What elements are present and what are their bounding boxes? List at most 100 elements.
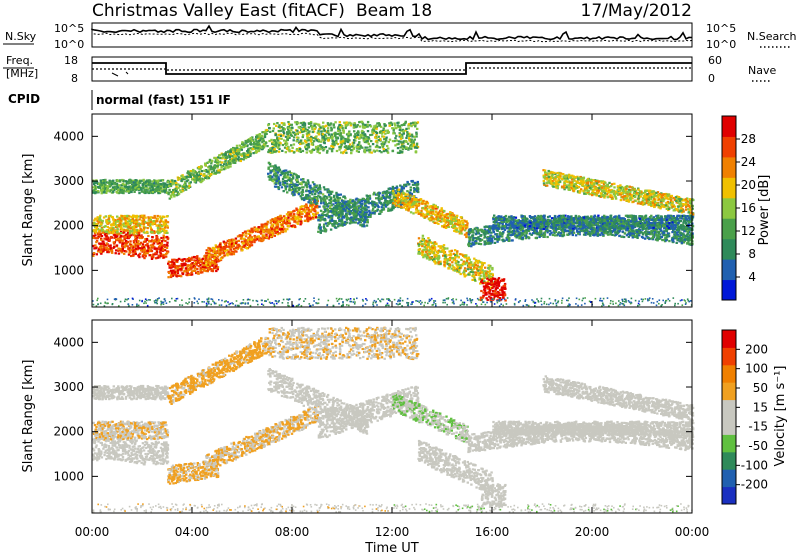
echo-cell [132,220,135,223]
echo-cell [304,197,308,200]
echo-cell [493,241,497,244]
echo-cell [343,200,347,203]
echo-cell [244,241,247,244]
echo-cell [189,175,193,178]
echo-cell [397,188,401,191]
echo-cell [207,169,211,172]
echo-cell [277,178,280,181]
echo-cell [299,195,302,198]
echo-cell [436,212,440,216]
echo-cell [133,224,136,227]
echo-cell [160,217,164,220]
echo-cell [137,232,141,235]
echo-cell [163,236,167,239]
echo-cell [177,266,180,269]
echo-cell [246,150,249,153]
echo-cell [142,225,145,228]
echo-cell [305,193,309,197]
echo-cell [126,214,129,217]
echo-cell [262,223,265,226]
echo-cell [93,229,96,232]
echo-cell [453,249,457,252]
echo-cell [110,182,113,185]
echo-cell [217,246,221,249]
echo-cell [213,253,217,256]
echo-cell [352,208,355,211]
echo-cell [116,186,120,189]
echo-cell [256,238,259,241]
echo-cell [409,195,412,198]
echo-cell [98,242,101,245]
echo-cell [110,224,113,227]
echo-cell [152,253,155,256]
echo-cell [132,222,135,225]
echo-cell [121,218,124,221]
echo-cell [164,221,168,224]
echo-cell [265,228,268,231]
echo-cell [290,189,294,192]
echo-cell [161,249,164,252]
echo-cell [143,248,146,251]
echo-cell [164,231,168,234]
echo-cell [279,174,282,177]
echo-cell [102,245,105,248]
echo-cell [320,198,323,201]
echo-cell [325,207,329,211]
echo-cell [141,245,144,248]
echo-cell [142,222,145,226]
echo-cell [186,179,190,182]
echo-cell [462,260,465,263]
echo-cell [210,171,214,174]
echo-cell [156,179,159,182]
echo-cell [134,247,137,250]
echo-cell [464,254,467,257]
echo-cell [392,194,395,197]
echo-cell [116,179,119,182]
echo-cell [98,183,101,186]
echo-cell [296,191,300,194]
echo-cell [208,263,211,266]
echo-cell [314,206,317,209]
echo-cell [270,226,273,229]
echo-cell [117,252,121,255]
echo-cell [269,221,272,224]
echo-cell [155,257,158,260]
echo-cell [301,190,305,193]
echo-cell [260,134,263,137]
echo-cell [163,226,167,229]
echo-cell [108,231,111,234]
echo-cell [259,230,262,233]
echo-cell [139,228,143,231]
echo-cell [223,251,226,255]
echo-cell [163,188,166,191]
echo-cell [244,235,248,238]
echo-cell [144,186,147,189]
echo-cell [167,262,170,265]
echo-cell [112,246,115,250]
echo-cell [631,236,634,239]
echo-cell [167,181,170,184]
echo-cell [307,183,310,186]
echo-cell [151,189,155,192]
echo-cell [312,207,315,210]
echo-cell [157,246,161,249]
echo-cell [449,211,452,214]
echo-cell [153,231,156,235]
echo-cell [341,212,344,216]
echo-cell [223,243,227,246]
echo-cell [168,271,171,274]
echo-cell [269,171,272,174]
echo-cell [195,271,198,275]
echo-cell [327,216,330,219]
echo-cell [132,249,135,252]
echo-cell [248,236,251,239]
echo-cell [246,140,249,143]
echo-cell [134,238,137,241]
echo-cell [159,244,162,247]
echo-cell [387,200,390,203]
echo-cell [116,235,119,238]
echo-cell [100,234,104,238]
echo-cell [454,260,458,263]
echo-cell [271,175,274,178]
echo-cell [104,215,107,218]
